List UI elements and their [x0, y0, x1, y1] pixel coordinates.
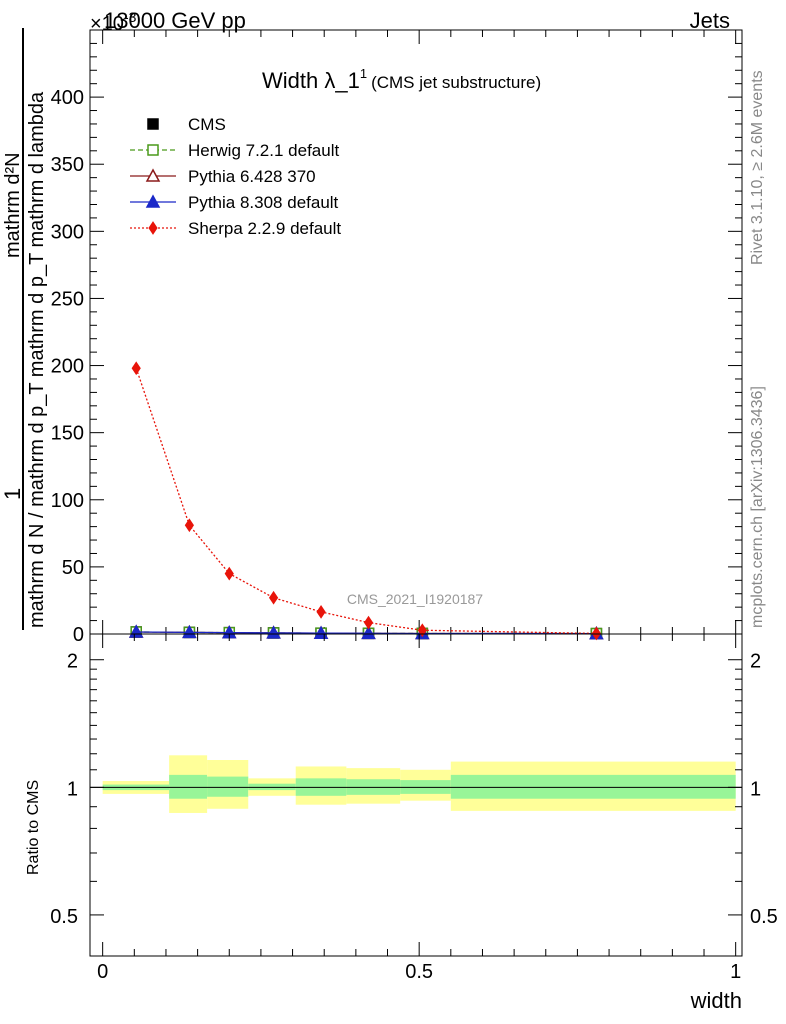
legend-marker: [145, 168, 161, 182]
y-tick-label: 0: [73, 624, 84, 646]
legend-marker: [147, 144, 159, 156]
legend-entry: CMS: [147, 115, 226, 134]
y-tick-label: 100: [51, 490, 84, 512]
data-point: [131, 361, 141, 376]
rivet-label: Rivet 3.1.10, ≥ 2.6M events: [749, 70, 766, 265]
plot-title: Width λ_11 (CMS jet substructure): [262, 66, 541, 93]
legend-label: Pythia 6.428 370: [188, 167, 316, 186]
ratio-y-tick-label-right: 1: [750, 778, 761, 800]
main-y-axis-ticks: 0 50 100 150 200 250 300 350 400: [51, 30, 742, 646]
data-point: [591, 626, 602, 641]
ratio-plot-frame: [89, 633, 743, 957]
process-label: Jets: [690, 8, 730, 33]
ratio-inner-band: [450, 774, 736, 799]
ratio-inner-band: [207, 776, 249, 797]
mcplots-label: mcplots.cern.ch [arXiv:1306.3436]: [749, 386, 766, 628]
ylabel-numerator: 1: [0, 488, 25, 500]
data-point: [363, 615, 374, 630]
series-line: [135, 368, 597, 635]
y-tick-label: 150: [51, 423, 84, 445]
ratio-plot-panel: 0.5 0.5 1 1 2 2 0 0.5 1 Ratio to CMS width: [25, 633, 778, 1013]
ratio-band-layer: [102, 755, 736, 813]
ratio-y-tick-label: 2: [67, 651, 78, 673]
ylabel-numerator-line: mathrm d²N: [2, 152, 24, 258]
y-tick-label: 50: [62, 557, 84, 579]
ratio-inner-band: [169, 774, 208, 799]
legend-entry: Herwig 7.2.1 default: [130, 141, 339, 160]
watermark-label: CMS_2021_I1920187: [347, 591, 483, 607]
y-tick-label: 400: [51, 87, 84, 109]
legend-entry: Sherpa 2.2.9 default: [130, 219, 341, 238]
legend-label: Herwig 7.2.1 default: [188, 141, 339, 160]
y-tick-label: 200: [51, 356, 84, 378]
data-point: [182, 624, 197, 639]
series-line: [136, 631, 597, 635]
legend-entry: Pythia 6.428 370: [130, 167, 316, 186]
y-tick-label: 350: [51, 154, 84, 176]
legend-label: Pythia 8.308 default: [188, 193, 339, 212]
data-point: [266, 625, 281, 639]
energy-label: 13000 GeV pp: [104, 8, 246, 33]
ylabel-denominator: mathrm d N / mathrm d p_T mathrm d p_T m…: [26, 91, 48, 628]
legend-marker: [147, 118, 159, 130]
series-sherpa-2-2-9-default: [131, 361, 602, 641]
ratio-y-tick-label: 0.5: [50, 906, 78, 928]
main-plot-panel: 0 50 100 150 200 250 300 350 400 Width λ_11 (CMS …: [51, 29, 743, 646]
data-point: [268, 590, 279, 605]
legend-label: Sherpa 2.2.9 default: [188, 219, 341, 238]
legend-marker: [145, 194, 161, 208]
legend: CMS Herwig 7.2.1 default Pythia 6.428 370 P…: [130, 115, 341, 238]
legend-marker: [148, 221, 158, 235]
ratio-y-tick-label-right: 0.5: [750, 906, 778, 928]
ratio-y-tick-label-right: 2: [750, 651, 761, 673]
y-tick-label: 250: [51, 288, 84, 310]
data-point: [361, 625, 376, 640]
data-point: [316, 604, 326, 619]
data-point: [224, 566, 234, 581]
x-axis-label: width: [690, 988, 742, 1013]
ratio-y-tick-label: 1: [67, 778, 78, 800]
y-tick-label: 300: [51, 221, 84, 243]
legend-entry: Pythia 8.308 default: [130, 193, 339, 212]
legend-label: CMS: [188, 115, 226, 134]
x-tick-label: 1: [730, 961, 741, 983]
x-tick-label: 0.5: [405, 961, 433, 983]
ratio-axis-ticks: 0.5 0.5 1 1 2 2 0 0.5 1: [50, 634, 778, 983]
data-point: [184, 518, 194, 533]
main-y-axis-label: 1 mathrm d²N mathrm d N / mathrm d p_T m…: [0, 28, 48, 630]
ratio-y-label: Ratio to CMS: [25, 780, 42, 875]
x-tick-label: 0: [97, 961, 108, 983]
data-point: [417, 623, 427, 638]
